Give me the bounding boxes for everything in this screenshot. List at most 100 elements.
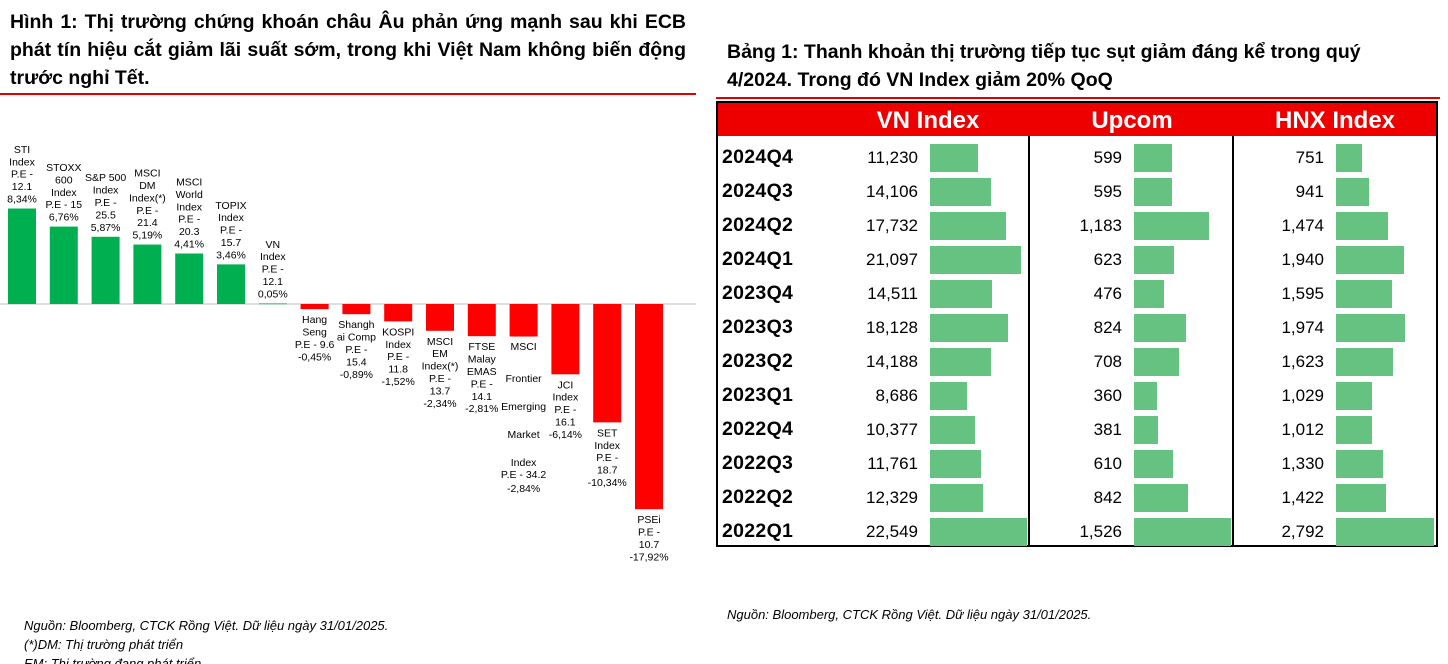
upcom-value: 595 [1093, 182, 1122, 201]
bar-category-label: JCI [558, 379, 574, 391]
bar-value-label: -2,34% [423, 398, 456, 410]
table-row: 2024Q1 21,097 623 1,940 [718, 241, 1436, 275]
vn-index-value: 17,732 [866, 216, 918, 235]
hnx-index-value: 2,792 [1281, 522, 1324, 541]
bar-category-label: EMAS [467, 366, 497, 378]
bar [593, 304, 622, 423]
hnx-index-bar [1336, 178, 1369, 206]
hnx-index-value: 1,012 [1281, 420, 1324, 439]
returns-bar-chart: STI Index P.E -12.1 8,34%STOXX 600 Index P.E -… [0, 144, 696, 563]
bar-value-label: 3,46% [216, 249, 246, 261]
bar-label: Shangh ai Comp P.E -15.4 -0,89% [337, 319, 376, 381]
figure-title: Hình 1: Thị trường chứng khoán châu Âu p… [10, 11, 686, 89]
bar-category-label: P.E - [638, 527, 660, 539]
hnx-index-bar [1336, 280, 1392, 308]
vn-index-value: 11,761 [867, 454, 918, 473]
bar-label: STOXX 600 Index P.E - 15 6,76% [46, 162, 83, 224]
bar [509, 304, 538, 337]
figure-title-rule [0, 93, 696, 95]
vn-index-value: 22,549 [866, 522, 918, 541]
bar-category-label: Index(*) [129, 192, 166, 204]
upcom-bar [1134, 450, 1173, 478]
bar-category-label: STOXX [46, 162, 81, 174]
vn-index-value: 14,188 [866, 352, 918, 371]
hnx-index-bar [1336, 246, 1405, 274]
bar-category-label: P.E - [11, 169, 33, 181]
upcom-value: 1,526 [1079, 522, 1122, 541]
vn-index-bar [930, 212, 1007, 240]
bar-category-label: STI [14, 144, 30, 156]
figure-source-notes: Nguồn: Bloomberg, CTCK Rồng Việt. Dữ liệ… [24, 616, 388, 664]
hnx-index-bar [1336, 416, 1372, 444]
bar-value-label: 0,05% [258, 288, 288, 300]
bar-value-label: 5,19% [133, 230, 163, 242]
bar-label: TOPIX Index P.E -15.7 3,46% [215, 200, 246, 262]
vn-index-value: 21,097 [866, 250, 918, 269]
upcom-bar [1134, 314, 1187, 342]
bar-category-label: S&P 500 [85, 172, 126, 184]
bar [635, 304, 663, 510]
upcom-bar [1134, 416, 1159, 444]
bar-category-label: MSCI [510, 341, 536, 353]
bar-category-label: EM [432, 348, 448, 360]
vn-index-bar [930, 246, 1021, 274]
bar-category-label: Index [511, 457, 537, 469]
bar-category-label: Index [385, 339, 411, 351]
bar-value-label: -0,89% [340, 369, 373, 381]
vn-index-bar [930, 518, 1027, 546]
hnx-index-bar [1336, 484, 1386, 512]
vn-index-value: 14,106 [866, 182, 918, 201]
hnx-index-value: 1,474 [1281, 216, 1324, 235]
hnx-index-value: 1,595 [1281, 284, 1324, 303]
table-row: 2023Q2 14,188 708 1,623 [718, 343, 1436, 377]
bar-value-label: -1,52% [382, 376, 415, 388]
figure-source-line: Nguồn: Bloomberg, CTCK Rồng Việt. Dữ liệ… [24, 618, 389, 633]
hnx-index-bar [1336, 348, 1393, 376]
bar-value-label: -0,45% [298, 351, 331, 363]
upcom-value: 610 [1093, 454, 1122, 473]
bar-category-label: 13.7 [430, 385, 451, 397]
bar-label: FTSE Malay EMAS P.E -14.1 -2,81% [465, 341, 498, 415]
bar-category-label: Seng [302, 327, 327, 339]
bar-category-label: 16.1 [555, 417, 576, 429]
vn-index-value: 8,686 [875, 386, 918, 405]
bar-category-label: Emerging [501, 401, 546, 413]
bar-label: MSCI EM Index(*) P.E -13.7 -2,34% [422, 336, 459, 410]
bar [175, 253, 204, 304]
hnx-index-bar [1336, 314, 1406, 342]
bar-category-label: P.E - [554, 404, 576, 416]
bar [49, 226, 78, 304]
bar-category-label: ai Comp [337, 332, 376, 344]
upcom-bar [1134, 382, 1157, 410]
bar [342, 304, 371, 315]
column-header-vn-index: VN Index [876, 107, 980, 134]
upcom-value: 842 [1093, 488, 1122, 507]
vn-index-bar [930, 348, 991, 376]
bar-label: MSCI DM Index(*) P.E -21.4 5,19% [129, 168, 166, 242]
bar-category-label: PSEi [637, 514, 660, 526]
bar-label: MSCI World Index P.E -20.3 4,41% [174, 177, 204, 251]
vn-index-value: 18,128 [866, 318, 918, 337]
column-header-hnx-index: HNX Index [1274, 107, 1396, 134]
bar-category-label: 18.7 [597, 465, 618, 477]
bar-category-label: MSCI [176, 177, 202, 189]
bar-category-label: P.E - [429, 373, 451, 385]
bar-value-label: 5,87% [91, 222, 121, 234]
bar-category-label: 12.1 [263, 276, 284, 288]
bar [258, 303, 287, 305]
bar-category-label: Frontier [506, 373, 543, 385]
bar-category-label: SET [597, 427, 618, 439]
bar-category-label: Index [51, 187, 77, 199]
bar-label: MSCI Frontier Emerging Market Index P.E - 34.… [501, 341, 546, 495]
vn-index-bar [930, 178, 991, 206]
bar-value-label: -2,84% [507, 483, 540, 495]
bar-category-label: 10.7 [639, 539, 660, 551]
bar-label: PSEi P.E -10.7 -17,92% [629, 514, 668, 563]
bar [467, 304, 496, 337]
row-period: 2023Q4 [722, 282, 794, 304]
bar-category-label: P.E - [95, 197, 117, 209]
bar-category-label: VN [266, 239, 281, 251]
vn-index-value: 10,377 [866, 420, 918, 439]
row-period: 2023Q3 [722, 316, 794, 338]
bar-category-label: TOPIX [215, 200, 246, 212]
